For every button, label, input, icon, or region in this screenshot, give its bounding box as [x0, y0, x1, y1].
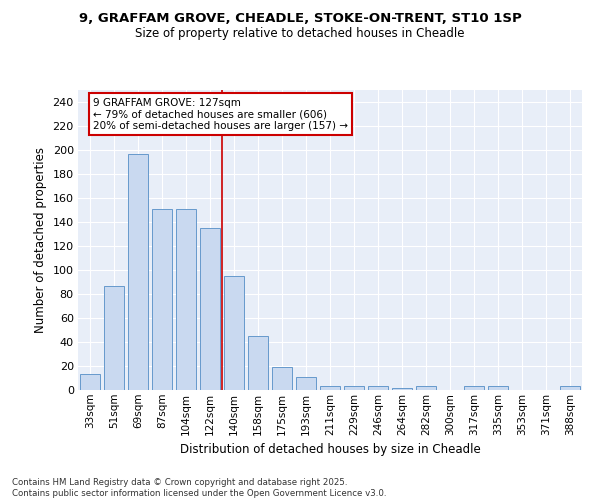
Bar	[368, 386, 388, 390]
Bar	[416, 386, 436, 390]
Bar	[80, 374, 100, 390]
Bar	[392, 388, 412, 390]
Bar	[176, 209, 196, 390]
Bar	[296, 377, 316, 390]
Bar	[560, 386, 580, 390]
Bar	[152, 209, 172, 390]
Bar	[320, 386, 340, 390]
Text: Size of property relative to detached houses in Cheadle: Size of property relative to detached ho…	[135, 28, 465, 40]
Bar	[248, 336, 268, 390]
Bar	[104, 286, 124, 390]
Bar	[128, 154, 148, 390]
Bar	[464, 386, 484, 390]
Bar	[200, 228, 220, 390]
Text: 9, GRAFFAM GROVE, CHEADLE, STOKE-ON-TRENT, ST10 1SP: 9, GRAFFAM GROVE, CHEADLE, STOKE-ON-TREN…	[79, 12, 521, 26]
Bar	[224, 276, 244, 390]
Bar	[488, 386, 508, 390]
Bar	[344, 386, 364, 390]
X-axis label: Distribution of detached houses by size in Cheadle: Distribution of detached houses by size …	[179, 443, 481, 456]
Bar	[272, 367, 292, 390]
Text: 9 GRAFFAM GROVE: 127sqm
← 79% of detached houses are smaller (606)
20% of semi-d: 9 GRAFFAM GROVE: 127sqm ← 79% of detache…	[93, 98, 348, 130]
Y-axis label: Number of detached properties: Number of detached properties	[34, 147, 47, 333]
Text: Contains HM Land Registry data © Crown copyright and database right 2025.
Contai: Contains HM Land Registry data © Crown c…	[12, 478, 386, 498]
